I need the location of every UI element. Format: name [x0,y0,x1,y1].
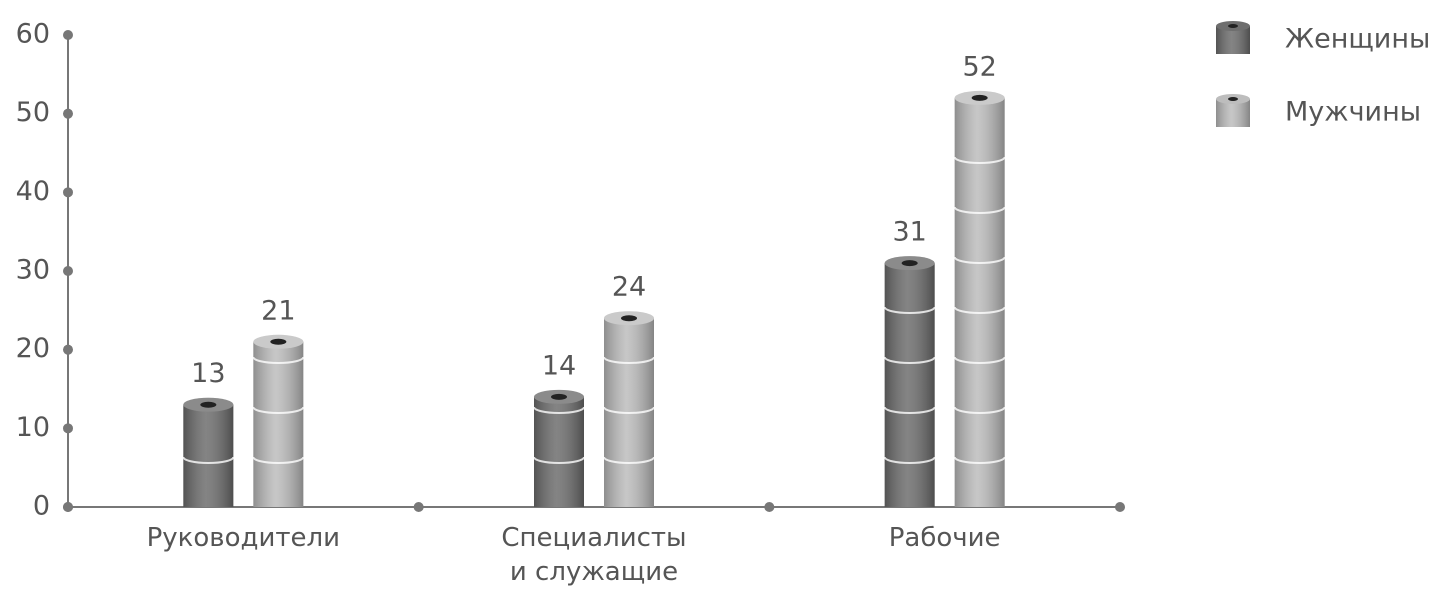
y-tick [63,30,73,40]
bar-segment [533,456,585,464]
x-tick-label: Руководители [146,523,341,553]
value-label: 24 [612,272,646,303]
bar-segment [883,356,936,364]
y-tick-label: 30 [16,255,50,286]
value-label: 14 [542,350,576,381]
bar-segment [953,356,1006,364]
y-tick [63,266,73,276]
bar-shade [954,97,1005,507]
bar-segment [883,456,936,464]
bar-segment [252,456,305,464]
bar-segment [182,456,235,464]
bar-segment [603,406,655,414]
bar-shade [253,341,304,507]
y-tick-label: 60 [16,19,50,50]
bar-segment [953,256,1006,264]
y-tick [63,344,73,355]
bar-hole [971,94,988,101]
value-label: 52 [962,51,996,82]
legend-label: Женщины [1285,24,1430,55]
bar-segment [883,306,936,314]
x-separator [1115,502,1125,512]
bar-hole [621,315,637,322]
bar-hole [200,401,217,408]
y-tick-label: 50 [16,97,50,128]
value-label: 21 [261,295,295,326]
bar-segment [883,406,936,414]
y-tick-label: 20 [16,333,50,364]
bar-segment [603,356,655,364]
x-separator [413,502,424,512]
legend-swatch-hole [1228,24,1238,28]
x-separator [63,502,73,512]
bar-segment [953,306,1006,314]
legend-swatch-hole [1228,97,1238,101]
bar-segment [953,156,1006,164]
bar-hole [270,338,287,345]
value-label: 31 [892,217,926,248]
bar-segment [953,456,1006,464]
bar-segment [252,356,305,364]
bar-segment [953,206,1006,214]
bar-segment [953,406,1006,414]
y-tick-label: 40 [16,176,50,207]
bar-shade [183,404,234,507]
x-separator [764,502,775,512]
bar-hole [551,393,567,400]
value-label: 13 [191,358,225,389]
bar-shade [534,396,584,507]
x-tick-label: Рабочие [888,523,1001,553]
bar-segment [533,406,585,414]
bar-hole [901,260,918,267]
legend-label: Мужчины [1285,97,1421,128]
y-tick-label: 10 [16,412,50,443]
bar-shade [884,263,935,507]
y-tick [63,108,73,119]
bar-segment [252,406,305,414]
x-tick-label: Специалисты и служащие [501,523,687,587]
y-tick [63,423,73,434]
bar-segment [603,456,655,464]
y-tick-label: 0 [33,491,50,522]
y-tick [63,187,73,198]
